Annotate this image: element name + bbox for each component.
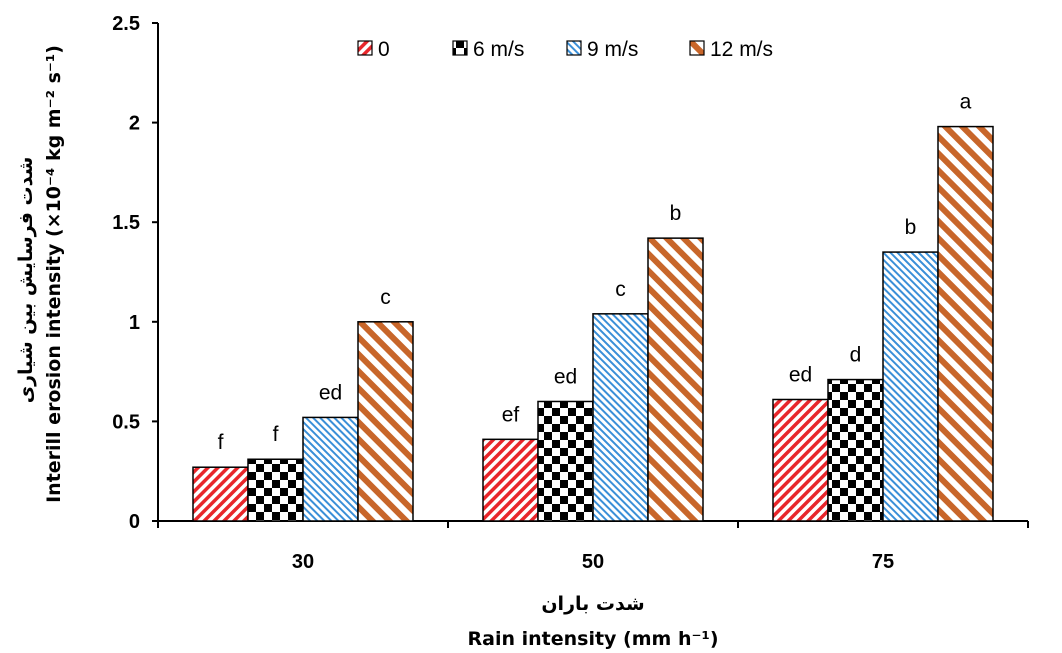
significance-label: d (850, 344, 862, 367)
y-tick-label: 2.5 (112, 13, 140, 35)
bar-0-50 (482, 438, 539, 522)
legend-swatch (452, 40, 468, 56)
y-tick-label: 1 (129, 312, 140, 334)
bar-6-m-s-30 (247, 458, 304, 522)
legend-label: 6 m/s (473, 38, 524, 61)
significance-label: a (960, 91, 972, 114)
legend-label: 12 m/s (710, 38, 773, 61)
bar-12-m-s-30 (357, 321, 414, 522)
x-tick-label: 50 (582, 551, 604, 573)
bar-6-m-s-50 (537, 400, 594, 522)
y-tick-label: 2 (129, 113, 140, 135)
y-axis-title-english: Interill erosion intensity (×10⁻⁴ kg m⁻²… (43, 45, 65, 503)
legend-label: 9 m/s (587, 38, 638, 61)
significance-label: c (380, 286, 391, 309)
x-axis-ticks: 30 50 75 (157, 521, 1029, 573)
legend-swatch (566, 40, 582, 56)
x-tick-label: 30 (292, 551, 314, 573)
x-tick-label: 75 (872, 551, 894, 573)
significance-label: ed (319, 381, 342, 404)
bar-0-75 (772, 398, 829, 522)
bar-9-m-s-75 (882, 251, 939, 522)
significance-labels: f f ed c ef ed c b ed d b a (218, 91, 972, 455)
bar-9-m-s-50 (592, 313, 649, 522)
significance-label: ed (554, 365, 577, 388)
x-axis-title-persian: شدت باران (541, 593, 644, 615)
bar-0-30 (192, 466, 249, 522)
legend-label: 0 (378, 38, 390, 61)
bar-6-m-s-75 (827, 378, 884, 522)
significance-label: b (670, 202, 682, 225)
bar-9-m-s-30 (302, 416, 359, 522)
significance-label: f (273, 423, 279, 446)
y-axis-ticks: 0 0.5 1 1.5 2 2.5 (112, 13, 158, 533)
y-axis-title-persian: شدت فرسایش بین شیاری (15, 157, 37, 404)
y-tick-label: 0.5 (112, 411, 140, 433)
y-tick-label: 1.5 (112, 212, 140, 234)
significance-label: b (905, 216, 917, 239)
significance-label: ed (789, 363, 812, 386)
significance-label: f (218, 431, 224, 454)
bar-series (192, 125, 994, 522)
legend-swatch (689, 40, 705, 56)
y-tick-label: 0 (129, 511, 140, 533)
bar-12-m-s-50 (647, 237, 704, 522)
significance-label: c (615, 278, 626, 301)
legend: 0 6 m/s 9 m/s 12 m/s (357, 38, 773, 61)
bar-12-m-s-75 (937, 125, 994, 522)
legend-swatch (357, 40, 373, 56)
x-axis-title-english: Rain intensity (mm h⁻¹) (468, 628, 719, 650)
significance-label: ef (502, 403, 520, 426)
